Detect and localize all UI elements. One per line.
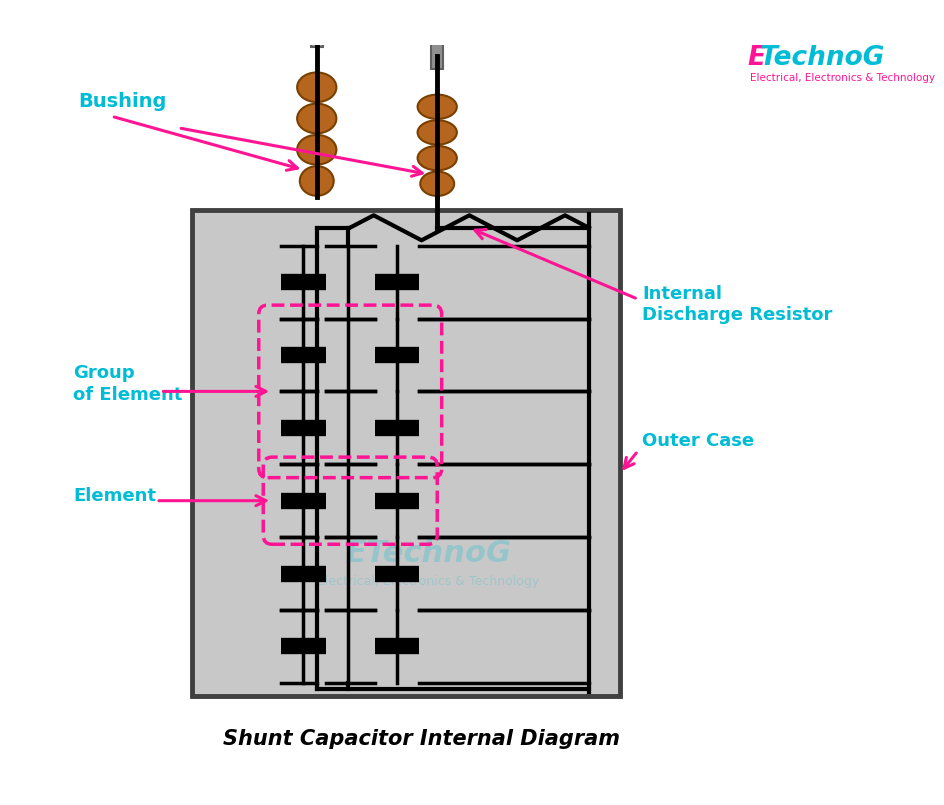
Text: Element: Element	[73, 487, 156, 505]
Ellipse shape	[296, 72, 336, 102]
FancyBboxPatch shape	[430, 44, 443, 69]
Ellipse shape	[299, 166, 333, 196]
Text: Electrical, Electronics & Technology: Electrical, Electronics & Technology	[749, 72, 934, 83]
Text: TechnoG: TechnoG	[759, 44, 885, 71]
Ellipse shape	[417, 146, 456, 171]
Ellipse shape	[296, 135, 336, 164]
Text: Group: Group	[73, 364, 135, 382]
Ellipse shape	[417, 95, 456, 119]
Text: of Element: of Element	[73, 386, 182, 404]
FancyBboxPatch shape	[311, 22, 323, 47]
Text: ETechnoG: ETechnoG	[345, 539, 511, 568]
Text: Outer Case: Outer Case	[642, 432, 753, 451]
Ellipse shape	[296, 104, 336, 134]
FancyBboxPatch shape	[192, 210, 619, 696]
Text: Discharge Resistor: Discharge Resistor	[642, 306, 832, 324]
Text: Internal: Internal	[642, 285, 721, 303]
Text: E: E	[747, 44, 765, 71]
Ellipse shape	[420, 171, 454, 196]
Text: Bushing: Bushing	[78, 93, 167, 111]
Text: Electrical, Electronics & Technology: Electrical, Electronics & Technology	[317, 575, 539, 588]
Text: Shunt Capacitor Internal Diagram: Shunt Capacitor Internal Diagram	[223, 729, 619, 749]
Ellipse shape	[417, 120, 456, 145]
